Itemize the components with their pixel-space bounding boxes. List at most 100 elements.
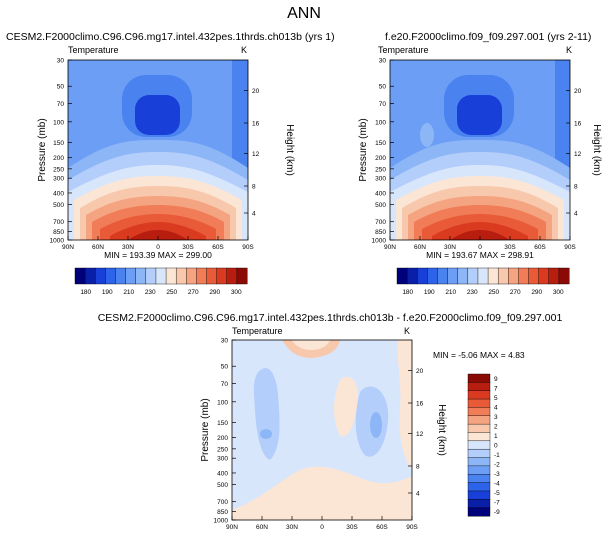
x-tick-label: 90S [242, 244, 254, 251]
colorbar-swatch [467, 415, 491, 425]
panel-difference-variable: Temperature [232, 326, 283, 336]
panel-difference-cool-right-core [370, 412, 382, 438]
colorbar-swatch [427, 267, 438, 285]
colorbar-swatch [467, 398, 491, 408]
x-tick-label: 90N [62, 244, 74, 251]
colorbar-label: -4 [494, 480, 500, 487]
x-tick-label: 0 [320, 524, 324, 531]
colorbar-swatch [145, 267, 157, 285]
panel-reference-stats: MIN = 193.67 MAX = 298.91 [426, 250, 534, 260]
y-tick-label: 70 [57, 101, 65, 108]
y-tick-label: 400 [217, 470, 228, 477]
y-tick-label: 200 [375, 155, 386, 162]
colorbar-swatch [467, 474, 491, 484]
panel-reference-y2-axis: 20 16 12 8 4 [566, 88, 582, 218]
y2-tick-label: 4 [574, 211, 578, 218]
colorbar-label: -9 [494, 509, 500, 516]
y-tick-label: 150 [53, 140, 64, 147]
x-tick-label: 30S [182, 244, 194, 251]
y-tick-label: 70 [221, 381, 229, 388]
x-tick-label: 30N [444, 244, 456, 251]
y2-tick-label: 12 [252, 151, 260, 158]
panel-model-stats: MIN = 193.39 MAX = 299.00 [104, 250, 212, 260]
colorbar-label: 180 [402, 289, 413, 296]
panel-model-title: CESM2.F2000climo.C96.C96.mg17.intel.432p… [6, 31, 335, 43]
colorbar-swatch [115, 267, 127, 285]
panel-difference-warm-top-inner [292, 340, 330, 350]
x-tick-label: 60S [212, 244, 224, 251]
y2-tick-label: 4 [416, 491, 420, 498]
colorbar-label: 290 [531, 289, 542, 296]
colorbar-swatch [226, 267, 238, 285]
colorbar-label: 2 [494, 424, 498, 431]
panel-difference: CESM2.F2000climo.C96.C96.mg17.intel.432p… [98, 312, 563, 531]
panel-model-x-axis: 90N 60N 30N 0 30S 60S 90S [62, 236, 254, 251]
colorbar-swatch [135, 267, 147, 285]
panel-difference-cool-left [253, 368, 280, 460]
panel-difference-colorbar: 9 7 5 4 3 2 1 0 -1 -2 -3 -4 -5 -7 -9 [467, 373, 500, 517]
x-tick-label: 30S [504, 244, 516, 251]
y-tick-label: 700 [53, 219, 64, 226]
colorbar-swatch [477, 267, 489, 285]
figure-title: ANN [287, 5, 321, 22]
y-tick-label: 1000 [372, 238, 387, 245]
panel-model-units: K [241, 45, 247, 55]
panel-difference-stats: MIN = -5.06 MAX = 4.83 [433, 350, 525, 360]
y-tick-label: 70 [379, 101, 387, 108]
colorbar-swatch [508, 267, 519, 285]
colorbar-label: -7 [494, 499, 500, 506]
panel-reference-x-axis: 90N 60N 30N 0 30S 60S 90S [384, 236, 576, 251]
panel-model: CESM2.F2000climo.C96.C96.mg17.intel.432p… [6, 31, 335, 296]
y-tick-label: 100 [217, 399, 228, 406]
colorbar-label: 210 [445, 289, 456, 296]
y2-tick-label: 8 [574, 184, 578, 191]
colorbar-label: -5 [494, 490, 500, 497]
panel-reference-patch-left [420, 123, 434, 147]
y2-tick-label: 12 [574, 151, 582, 158]
y-tick-label: 30 [221, 338, 229, 345]
y-tick-label: 300 [217, 456, 228, 463]
colorbar-label: 250 [488, 289, 499, 296]
colorbar-swatch [186, 267, 197, 285]
y2-tick-label: 20 [574, 88, 582, 95]
panel-difference-ylabel: Pressure (mb) [200, 398, 211, 461]
panel-difference-plot [231, 339, 413, 521]
y-tick-label: 250 [375, 166, 386, 173]
y-tick-label: 300 [53, 176, 64, 183]
panel-reference-variable: Temperature [378, 45, 429, 55]
y-tick-label: 150 [375, 140, 386, 147]
y-tick-label: 50 [221, 364, 229, 371]
colorbar-swatch [84, 267, 96, 285]
panel-model-ylabel-right: Height (km) [284, 124, 295, 176]
panel-reference-ylabel: Pressure (mb) [358, 118, 369, 181]
panel-difference-warm-middle [334, 376, 358, 437]
panel-reference-cold-inner [457, 95, 502, 135]
colorbar-label: -1 [494, 452, 500, 459]
colorbar-label: 5 [494, 395, 498, 402]
y2-tick-label: 4 [252, 211, 256, 218]
colorbar-swatch [457, 267, 469, 285]
colorbar-swatch [125, 267, 137, 285]
colorbar-swatch [165, 267, 177, 285]
x-tick-label: 0 [478, 244, 482, 251]
colorbar-swatch [175, 267, 187, 285]
x-tick-label: 90N [384, 244, 396, 251]
panel-reference: f.e20.F2000climo.f09_f09.297.001 (yrs 2-… [358, 31, 602, 296]
x-tick-label: 60S [376, 524, 388, 531]
colorbar-swatch [467, 440, 491, 450]
panel-model-contour-j [128, 230, 188, 240]
y-tick-label: 850 [53, 229, 64, 236]
colorbar-label: 1 [494, 433, 498, 440]
colorbar-swatch [467, 465, 491, 475]
colorbar-label: 300 [553, 289, 564, 296]
panel-difference-y2-axis: 20 16 12 8 4 [408, 368, 424, 498]
colorbar-label: 210 [123, 289, 134, 296]
panel-model-y-axis: 30 50 70 100 150 200 250 300 400 500 700 850 1000 [50, 58, 72, 245]
colorbar-swatch [396, 267, 408, 285]
colorbar-swatch [467, 382, 491, 392]
colorbar-label: 7 [494, 386, 498, 393]
y2-tick-label: 16 [574, 121, 582, 128]
y-tick-label: 700 [217, 499, 228, 506]
y-tick-label: 150 [217, 420, 228, 427]
colorbar-label: 3 [494, 414, 498, 421]
